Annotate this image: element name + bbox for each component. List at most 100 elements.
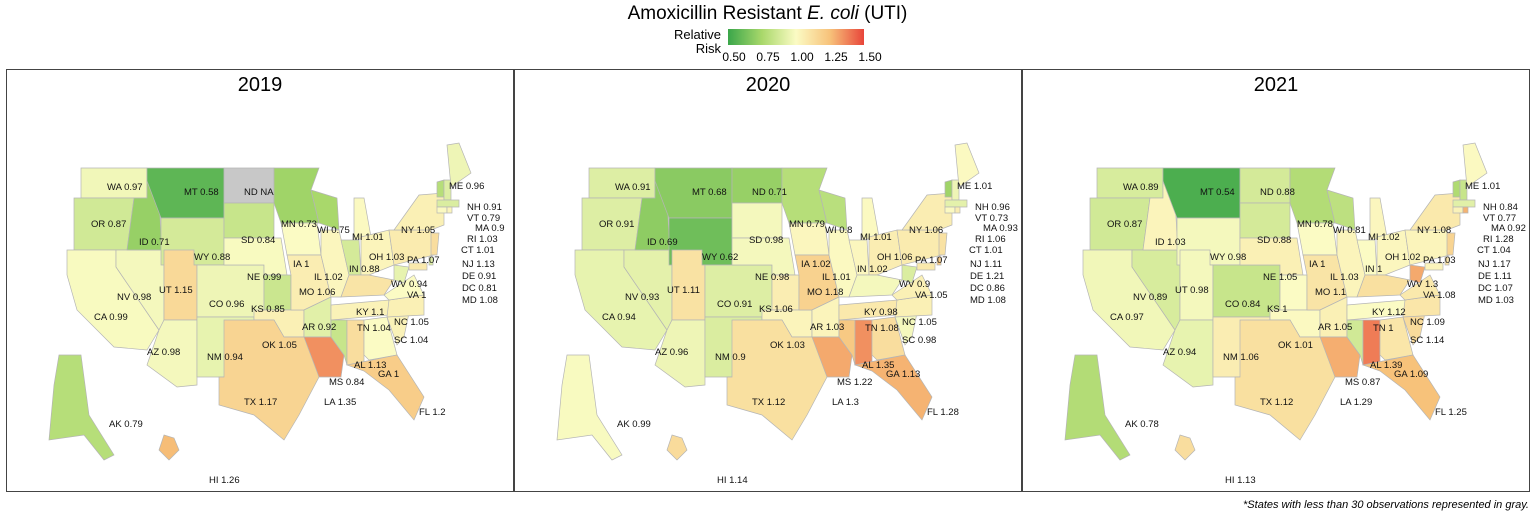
state-label-ga: GA 1.09 [1394,369,1428,380]
state-label-mn: MN 0.78 [1297,219,1333,230]
state-label-dc: DC 0.86 [970,283,1005,294]
state-label-wy: WY 0.62 [702,252,738,263]
state-label-ca: CA 0.97 [1110,312,1144,323]
state-ct [1452,206,1464,214]
state-label-nc: NC 1.09 [1410,317,1445,328]
legend-tick: 0.75 [756,50,780,64]
state-md [408,262,428,271]
state-label-mi: MI 1.02 [1368,232,1400,243]
state-label-mn: MN 0.79 [789,219,825,230]
state-me [1462,142,1488,188]
state-ak [48,354,115,461]
state-label-nc: NC 1.05 [394,317,429,328]
state-label-md: MD 1.08 [970,295,1006,306]
state-label-nh: NH 0.96 [975,202,1010,213]
state-label-ia: IA 1.02 [801,259,831,270]
state-label-va: VA 1.08 [1423,290,1456,301]
state-label-ri: RI 1.03 [467,234,498,245]
state-label-me: ME 1.01 [1465,181,1500,192]
map-panel-2019: 2019 WA 0.97 OR 0.87 ID 0.71 MT 0.58 WY 0.88… [6,69,514,492]
state-md [1424,262,1444,271]
state-label-sd: SD 0.98 [749,235,783,246]
state-label-de: DE 1.21 [970,271,1004,282]
state-de [936,256,942,266]
state-sd [1239,202,1291,239]
state-label-mo: MO 1.1 [1315,287,1346,298]
state-label-dc: DC 1.07 [1478,283,1513,294]
state-label-nm: NM 0.9 [715,352,746,363]
title-suffix: (UTI) [858,3,908,24]
color-legend: Relative Risk 0.50 0.75 1.00 1.25 1.50 [663,28,893,68]
state-me [446,142,472,188]
state-ms [1346,319,1364,366]
state-label-nh: NH 0.91 [467,202,502,213]
state-label-ny: NY 1.05 [401,225,435,236]
us-map: WA 0.91 OR 0.91 ID 0.69 MT 0.68 WY 0.62 NV 0.… [556,142,1018,486]
state-label-ny: NY 1.06 [909,225,943,236]
state-label-nj: NJ 1.17 [1478,259,1511,270]
state-label-ky: KY 0.98 [864,307,898,318]
state-label-wa: WA 0.97 [107,182,143,193]
state-label-ms: MS 1.22 [837,377,872,388]
legend-label-line1: Relative [674,27,721,42]
state-label-sc: SC 1.04 [394,335,428,346]
state-hi [1174,434,1196,461]
state-label-il: IL 1.03 [1330,272,1359,283]
state-label-md: MD 1.03 [1478,295,1514,306]
title-prefix: Amoxicillin Resistant [627,3,808,24]
state-label-tn: TN 1.08 [865,323,899,334]
state-label-tn: TN 1 [1373,323,1394,334]
state-label-or: OR 0.87 [1107,219,1142,230]
state-ms [838,319,856,366]
state-label-ak: AK 0.78 [1125,419,1159,430]
state-label-ma: MA 0.9 [475,223,505,234]
state-la [811,336,853,378]
legend-label: Relative Risk [663,28,721,56]
state-label-az: AZ 0.98 [147,347,180,358]
state-label-pa: PA 1.07 [407,255,440,266]
state-label-nd: ND 0.88 [1260,187,1295,198]
map-panel-2020: 2020 WA 0.91 OR 0.91 ID 0.69 MT 0.68 WY 0.62… [514,69,1022,492]
state-label-oh: OH 1.06 [877,252,912,263]
map-panel-2021: 2021 WA 0.89 OR 0.87 ID 1.03 MT 0.54 WY 0.98… [1022,69,1530,492]
state-label-ak: AK 0.79 [109,419,143,430]
state-ri [954,206,961,214]
state-label-vt: VT 0.73 [975,213,1008,224]
state-label-ct: CT 1.01 [461,245,495,256]
state-label-ok: OK 1.05 [262,340,297,351]
state-label-nj: NJ 1.13 [462,259,495,270]
state-nj [938,232,948,256]
state-label-ar: AR 0.92 [302,322,336,333]
state-label-wi: WI 0.8 [825,225,852,236]
state-label-az: AZ 0.94 [1163,347,1196,358]
state-label-in: IN 1 [1365,264,1382,275]
state-label-pa: PA 1.03 [1423,255,1456,266]
state-label-va: VA 1.05 [915,290,948,301]
state-label-fl: FL 1.25 [1435,407,1467,418]
state-label-tx: TX 1.12 [752,397,785,408]
state-oh [1376,229,1411,276]
state-wv [901,264,918,284]
state-label-ne: NE 0.98 [755,272,789,283]
state-label-ok: OK 1.03 [770,340,805,351]
state-label-wy: WY 0.98 [1210,252,1246,263]
state-label-nd: ND NA [244,187,274,198]
state-label-la: LA 1.29 [1340,397,1372,408]
state-label-in: IN 0.88 [349,264,380,275]
state-label-wi: WI 0.75 [317,225,350,236]
state-label-co: CO 0.96 [209,299,244,310]
state-hi [158,434,180,461]
state-label-hi: HI 1.13 [1225,475,1256,486]
state-label-wv: WV 0.94 [391,279,427,290]
state-me [954,142,980,188]
state-de [428,256,434,266]
state-label-de: DE 1.11 [1478,271,1512,282]
state-label-nv: NV 0.89 [1133,292,1167,303]
state-label-oh: OH 1.02 [1385,252,1420,263]
state-label-ny: NY 1.08 [1417,225,1451,236]
state-label-oh: OH 1.03 [369,252,404,263]
us-map: WA 0.89 OR 0.87 ID 1.03 MT 0.54 WY 0.98 NV 0.… [1064,142,1526,486]
state-fl [345,354,425,421]
state-label-tn: TN 1.04 [357,323,391,334]
state-label-ia: IA 1 [293,259,309,270]
